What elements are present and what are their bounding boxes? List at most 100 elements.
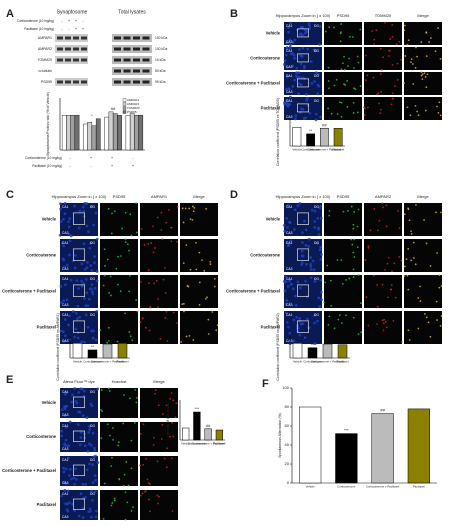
stain — [291, 64, 295, 68]
y-tick-label: 0 — [287, 480, 290, 485]
stain — [108, 434, 111, 437]
stain — [309, 256, 313, 259]
stain — [182, 302, 185, 305]
stain — [150, 242, 153, 244]
stain — [307, 244, 311, 248]
stain — [285, 216, 288, 220]
significance: * — [91, 113, 93, 118]
stain — [60, 408, 64, 412]
stain — [67, 474, 71, 477]
stain — [70, 477, 73, 481]
stain — [328, 315, 331, 318]
stain — [316, 92, 320, 96]
x-tick-label: Paclitaxel — [332, 148, 344, 152]
stain — [391, 35, 394, 38]
stain — [299, 111, 302, 114]
stain — [298, 201, 302, 205]
stain — [135, 231, 138, 234]
stain — [286, 26, 290, 30]
stain — [64, 392, 67, 396]
stain — [63, 488, 67, 492]
stain — [286, 105, 290, 108]
stain — [87, 297, 91, 301]
significance: *** — [344, 428, 349, 433]
band — [81, 80, 87, 84]
blot-label: α-tubulin — [38, 69, 52, 73]
stain — [122, 422, 125, 425]
row-label: Corticosterone + Paclitaxel — [2, 468, 56, 473]
stain — [408, 339, 411, 341]
zoom-box — [296, 78, 309, 88]
stain — [128, 331, 131, 333]
micrograph — [364, 275, 402, 308]
stain — [152, 251, 155, 254]
y-axis-label: Intensity of Cell death — [166, 403, 170, 437]
stain — [286, 226, 289, 229]
stain — [377, 92, 380, 95]
stain — [340, 31, 343, 34]
sign: - — [90, 163, 92, 168]
stain — [303, 31, 307, 35]
stain — [287, 243, 291, 247]
stain — [396, 79, 399, 81]
region-label: DG — [314, 313, 319, 317]
stain — [340, 23, 343, 25]
stain — [95, 309, 99, 313]
stain — [415, 46, 417, 49]
stain — [116, 340, 119, 343]
stain — [353, 211, 356, 213]
stain — [119, 290, 122, 292]
stain — [133, 421, 136, 424]
stain — [313, 80, 316, 83]
stain — [283, 59, 287, 63]
stain — [92, 223, 95, 227]
stain — [129, 274, 131, 277]
micrograph — [324, 97, 362, 120]
sign: + — [111, 155, 114, 160]
band — [65, 36, 71, 40]
band — [114, 47, 121, 51]
zoom-box — [296, 28, 309, 38]
stain — [101, 410, 104, 413]
stain — [100, 437, 103, 440]
stain — [162, 278, 165, 281]
column-header: Hoechst — [112, 379, 128, 384]
stain — [91, 481, 95, 484]
stain — [428, 41, 430, 43]
stain — [410, 233, 413, 235]
stain — [345, 314, 347, 317]
stain — [419, 285, 421, 288]
stain — [164, 266, 166, 269]
stain — [317, 296, 321, 300]
stain — [149, 483, 151, 486]
micrograph — [364, 311, 402, 344]
stain — [77, 514, 81, 518]
bar — [95, 118, 101, 151]
column-header: PSD95 — [337, 13, 350, 18]
stain — [75, 279, 79, 283]
stain — [283, 289, 287, 293]
blot — [55, 34, 88, 42]
stain — [293, 38, 297, 42]
stain — [369, 229, 372, 232]
row-label: Paclitaxel — [261, 106, 280, 111]
stain — [142, 463, 145, 466]
blot-label: PSD95 — [41, 80, 52, 84]
region-label: CA1 — [62, 277, 69, 281]
stain — [351, 243, 354, 246]
blot — [112, 67, 152, 75]
row-label: Paclitaxel — [261, 325, 280, 330]
stain — [284, 87, 288, 91]
stain — [110, 504, 113, 507]
region-label: CA1 — [286, 277, 293, 281]
region-label: DG — [314, 49, 319, 53]
legend-swatch — [122, 98, 127, 102]
stain — [312, 48, 316, 52]
stain — [285, 98, 289, 102]
stain — [122, 484, 125, 487]
stain — [328, 87, 330, 90]
stain — [73, 387, 77, 390]
stain — [391, 24, 394, 26]
stain — [192, 210, 195, 213]
stain — [132, 506, 134, 509]
